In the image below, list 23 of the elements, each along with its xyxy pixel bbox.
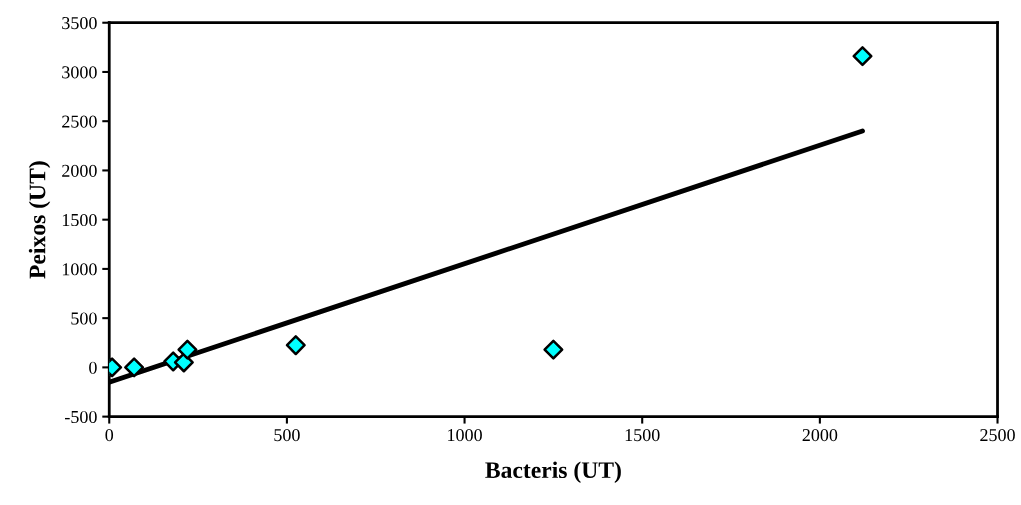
x-tick-label: 0	[105, 428, 114, 442]
y-axis-title: Peixos (UT)	[28, 161, 51, 279]
y-tick-label: 0	[89, 361, 97, 374]
y-tick-label: 3500	[62, 16, 97, 30]
point	[173, 352, 194, 373]
point	[177, 339, 198, 360]
point	[543, 339, 564, 360]
x-tick-label: 1000	[448, 428, 482, 442]
y-tick-label: 500	[71, 312, 97, 325]
point	[852, 46, 873, 67]
point	[285, 335, 306, 356]
x-tick-label: 1500	[625, 428, 660, 442]
y-tick-label: 1500	[62, 213, 97, 227]
y-tick-label: 3000	[62, 66, 97, 79]
y-tick-label: 2000	[62, 164, 97, 177]
x-axis-title: Bacteris (UT)	[485, 461, 621, 483]
x-tick-label: 2000	[802, 428, 838, 442]
point	[124, 357, 145, 378]
y-tick-label: -500	[65, 410, 97, 424]
y-tick-label: 2500	[62, 115, 97, 128]
y-tick-label: 1000	[62, 263, 97, 276]
x-tick-label: 2500	[980, 428, 1015, 442]
x-tick-label: 500	[274, 428, 300, 442]
